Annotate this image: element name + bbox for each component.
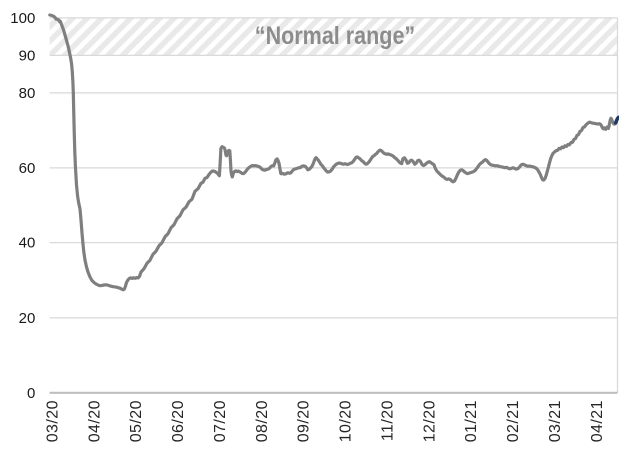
svg-text:20: 20: [19, 310, 36, 327]
svg-text:0: 0: [27, 385, 35, 402]
svg-text:100: 100: [10, 10, 35, 27]
svg-text:08/20: 08/20: [254, 400, 271, 442]
svg-text:07/20: 07/20: [212, 400, 229, 442]
svg-text:“Normal range”: “Normal range”: [255, 21, 415, 49]
svg-text:80: 80: [19, 85, 36, 102]
svg-text:02/21: 02/21: [505, 400, 522, 442]
svg-text:06/20: 06/20: [170, 400, 187, 442]
svg-text:01/21: 01/21: [463, 400, 480, 442]
svg-text:11/20: 11/20: [380, 400, 397, 441]
svg-text:03/20: 03/20: [45, 400, 62, 442]
svg-text:12/20: 12/20: [421, 400, 438, 442]
svg-text:04/20: 04/20: [86, 400, 103, 442]
svg-text:04/21: 04/21: [589, 400, 606, 442]
svg-text:60: 60: [19, 160, 36, 177]
svg-text:90: 90: [19, 47, 36, 64]
svg-text:09/20: 09/20: [296, 400, 313, 442]
svg-text:05/20: 05/20: [128, 400, 145, 442]
svg-text:40: 40: [19, 235, 36, 252]
svg-text:03/21: 03/21: [547, 400, 564, 442]
svg-text:10/20: 10/20: [338, 400, 355, 442]
